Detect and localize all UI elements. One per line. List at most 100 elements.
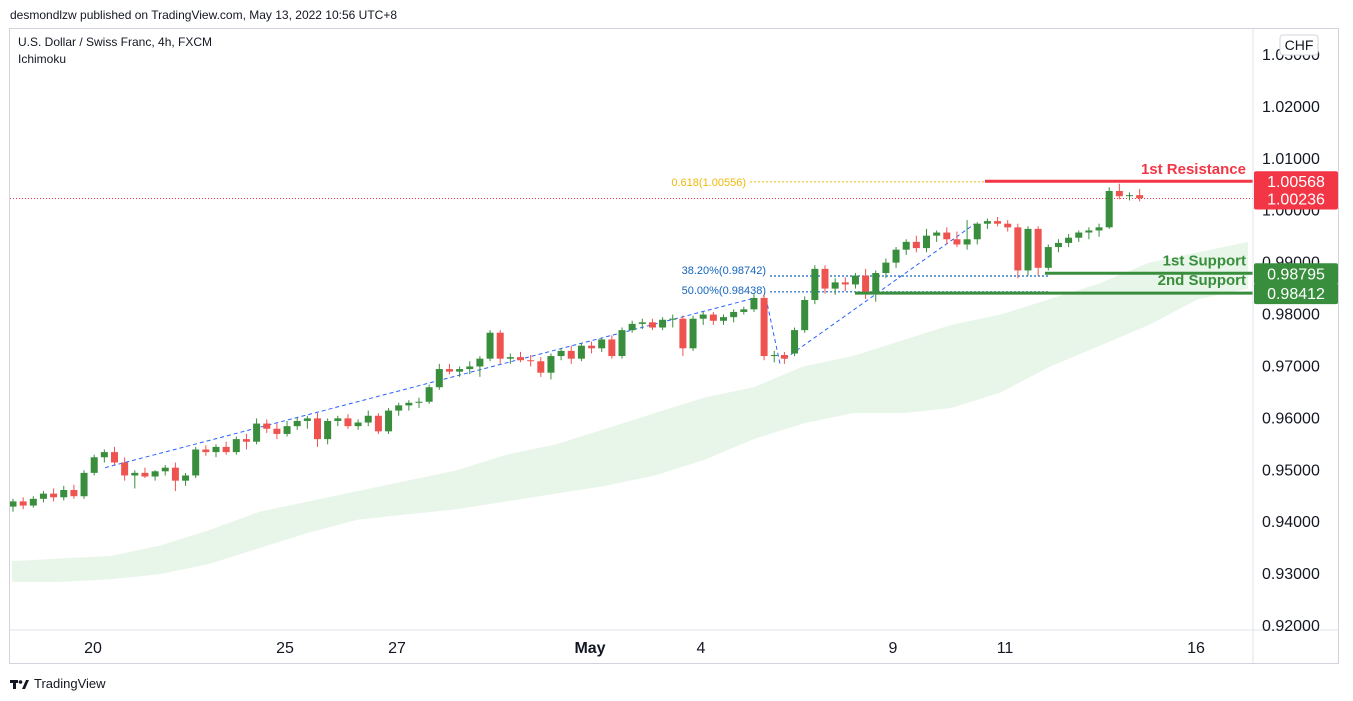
candle-body — [628, 323, 636, 331]
footer-brand[interactable]: TradingView — [34, 676, 106, 691]
candle-body — [821, 268, 829, 289]
candle-body — [80, 472, 88, 497]
candle — [100, 449, 108, 463]
y-tick-label: 0.93000 — [1262, 566, 1320, 583]
last-price-tag[interactable]: 1.00236 — [1254, 188, 1338, 210]
candle — [912, 235, 920, 253]
candle-body — [699, 314, 707, 319]
support-1-tag-bg — [1254, 263, 1338, 285]
resistance-1-tag[interactable]: 1.00568 — [1254, 171, 1338, 193]
candle — [963, 220, 971, 250]
candle — [1095, 223, 1103, 237]
y-tick-label: 1.01000 — [1262, 151, 1320, 168]
candle — [39, 491, 47, 503]
candle — [303, 415, 311, 429]
candle — [121, 457, 129, 481]
candle — [994, 216, 1002, 227]
candle — [232, 436, 240, 455]
candle-body — [151, 471, 159, 477]
candle-body — [760, 297, 768, 357]
chart-canvas[interactable]: 0.618(1.00556) 38.20%(0.98742) 50.00%(0.98… — [9, 29, 1338, 663]
candle — [1085, 227, 1093, 240]
candle-body — [9, 501, 17, 507]
candle — [273, 423, 281, 440]
candle-body — [405, 402, 413, 406]
candle — [801, 296, 809, 333]
candle-body — [517, 357, 524, 361]
candle — [374, 413, 382, 434]
candle — [882, 258, 890, 279]
x-tick-label: 11 — [997, 640, 1014, 657]
support-1-tag-value: 0.98795 — [1267, 266, 1325, 283]
y-tick-label: 0.92000 — [1262, 618, 1320, 635]
candle-body — [983, 221, 991, 224]
candle — [70, 484, 78, 499]
candle-body — [121, 462, 129, 476]
candle-body — [963, 239, 971, 245]
candle — [1014, 223, 1022, 279]
candle-body — [669, 318, 677, 320]
candle — [1065, 234, 1073, 248]
candle — [222, 441, 230, 455]
candle-body — [456, 369, 464, 372]
candle-body — [709, 314, 717, 321]
candle — [293, 417, 301, 430]
candle-body — [547, 356, 555, 373]
candle — [983, 218, 991, 229]
candle — [720, 314, 727, 325]
x-tick-label: 27 — [388, 640, 406, 657]
candle-body — [973, 223, 981, 240]
candle-body — [851, 275, 859, 285]
candle — [699, 311, 707, 325]
candle-body — [334, 418, 342, 421]
candle-body — [395, 405, 403, 411]
support-1-tag[interactable]: 0.98795 — [1254, 263, 1338, 285]
candle-body — [527, 360, 535, 362]
candle — [851, 273, 859, 289]
candle — [669, 314, 677, 328]
candle-body — [1136, 195, 1144, 199]
indicator-legend[interactable]: Ichimoku — [18, 52, 66, 66]
x-tick-label: 20 — [84, 640, 102, 657]
candle — [314, 413, 321, 447]
candle-body — [385, 410, 393, 432]
x-tick-label: May — [574, 640, 605, 657]
candle — [324, 418, 332, 445]
candle — [780, 351, 788, 364]
candle-body — [50, 493, 58, 498]
symbol-legend[interactable]: U.S. Dollar / Swiss Franc, 4h, FXCM — [18, 35, 212, 49]
candle-body — [862, 275, 870, 293]
candle-body — [354, 422, 362, 427]
fib-382-label: 38.20%(0.98742) — [682, 265, 766, 277]
trendline-upper — [784, 223, 976, 360]
x-tick-label: 25 — [276, 640, 294, 657]
candle — [192, 446, 200, 479]
candle — [933, 230, 941, 242]
candle — [902, 239, 910, 255]
candle — [730, 309, 738, 323]
candle-body — [598, 339, 606, 349]
candle — [821, 265, 829, 294]
candle — [80, 470, 88, 499]
candle-body — [770, 355, 778, 357]
candle-body — [1044, 247, 1052, 268]
footer: TradingView — [10, 676, 106, 691]
time-axis: 20 25 27 May 4 9 11 16 — [84, 640, 1205, 657]
candle-body — [212, 446, 220, 453]
support-2-tag[interactable]: 0.98412 — [1254, 283, 1338, 305]
candle-body — [283, 426, 291, 434]
candle-body — [1014, 227, 1022, 271]
fib-618-label: 0.618(1.00556) — [671, 177, 746, 189]
candle — [943, 227, 951, 245]
candle-body — [486, 332, 494, 359]
candle — [182, 472, 190, 486]
candle-body — [476, 358, 484, 367]
x-tick-label: 16 — [1187, 640, 1205, 657]
candle-body — [29, 498, 37, 506]
candle-body — [648, 322, 656, 328]
currency-button[interactable]: CHF — [1279, 34, 1319, 56]
candle — [111, 446, 118, 466]
candle-body — [435, 369, 443, 388]
candle — [608, 335, 616, 359]
candle — [253, 418, 261, 445]
